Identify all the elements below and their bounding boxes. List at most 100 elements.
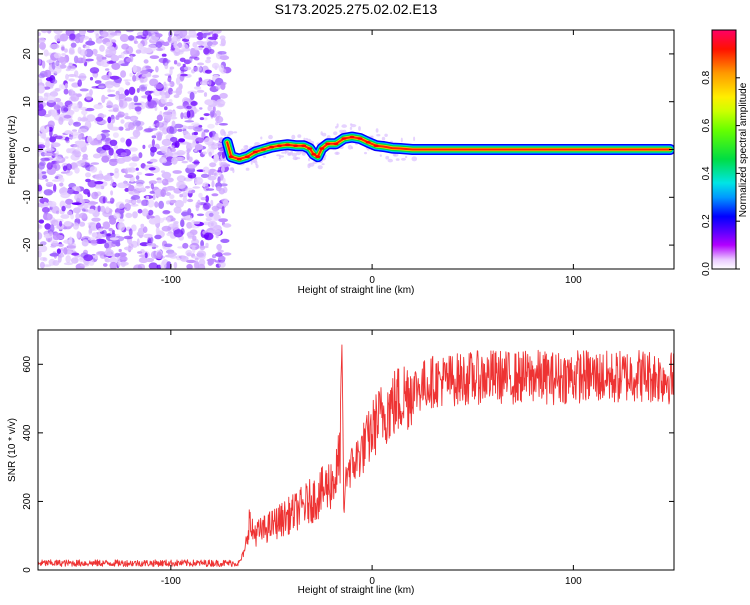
noise-speck (176, 62, 181, 67)
noise-speck (111, 39, 117, 43)
ridge-speck (317, 165, 323, 170)
noise-speck (173, 206, 182, 214)
noise-speck (67, 104, 72, 111)
noise-speck (51, 152, 59, 157)
noise-speck (124, 116, 132, 120)
noise-speck (82, 153, 88, 159)
noise-speck (41, 132, 47, 139)
noise-speck (144, 83, 148, 87)
noise-speck (162, 210, 171, 215)
noise-speck (151, 127, 158, 131)
noise-speck (63, 262, 74, 266)
noise-speck (109, 126, 120, 131)
noise-speck (165, 192, 171, 196)
noise-speck (192, 41, 198, 48)
noise-speck (39, 197, 49, 204)
noise-speck (144, 252, 148, 259)
noise-speck (77, 57, 82, 61)
ridge-speck (250, 160, 253, 165)
noise-speck (181, 160, 188, 164)
noise-speck (140, 199, 147, 207)
bottom-x-tick-label: -100 (161, 576, 181, 587)
noise-speck (113, 170, 120, 179)
ridge-speck (226, 134, 231, 137)
noise-speck (102, 196, 106, 204)
noise-speck (49, 252, 60, 257)
noise-speck (115, 242, 121, 247)
noise-speck (205, 188, 215, 191)
noise-speck (195, 40, 205, 45)
noise-speck (49, 231, 53, 236)
ridge-peak (373, 144, 379, 147)
ridge-speck (287, 152, 293, 156)
noise-speck (45, 178, 49, 182)
noise-speck (44, 140, 50, 149)
noise-speck (172, 170, 182, 174)
ridge-speck (278, 155, 285, 158)
noise-speck (52, 232, 61, 241)
noise-speck (210, 199, 214, 207)
noise-speck (40, 241, 47, 246)
noise-speck (80, 199, 90, 203)
bottom-y-tick-label: 600 (22, 356, 33, 373)
noise-speck (77, 79, 82, 87)
noise-speck (194, 149, 198, 152)
noise-speck (50, 245, 56, 248)
ridge-speck (401, 157, 406, 161)
ridge-speck (333, 131, 338, 136)
ridge-speck (255, 164, 259, 169)
noise-speck (38, 108, 47, 117)
noise-speck (151, 135, 157, 139)
noise-speck (108, 147, 114, 156)
noise-speck (38, 152, 41, 157)
noise-speck (187, 232, 193, 238)
colorbar-tick-label: 0.6 (701, 118, 712, 132)
noise-speck (100, 31, 109, 38)
noise-speck (186, 125, 196, 130)
noise-speck (49, 136, 57, 143)
noise-speck (182, 130, 189, 135)
noise-speck (169, 199, 177, 204)
noise-speck (42, 257, 48, 262)
noise-speck (118, 255, 128, 263)
noise-speck (114, 252, 121, 258)
noise-speck (198, 125, 203, 128)
noise-speck (170, 145, 175, 149)
noise-speck (38, 224, 43, 230)
noise-speck (194, 257, 199, 261)
ridge-peak (301, 144, 307, 147)
noise-speck (80, 263, 90, 267)
noise-speck (113, 212, 121, 219)
noise-speck (136, 171, 143, 176)
ridge-speck (300, 150, 303, 154)
noise-speck (203, 202, 211, 210)
noise-speck (161, 171, 172, 179)
noise-speck (193, 66, 203, 72)
bottom-y-tick-label: 400 (22, 424, 33, 441)
ridge-speck (268, 134, 273, 140)
noise-speck (42, 213, 53, 221)
noise-speck (63, 114, 72, 119)
noise-speck (131, 195, 141, 200)
noise-speck (92, 48, 98, 55)
noise-speck (162, 41, 170, 47)
noise-speck (186, 105, 192, 110)
colorbar-gradient (711, 29, 737, 270)
noise-speck (156, 179, 163, 184)
noise-speck (135, 167, 139, 171)
ridge-speck (384, 133, 388, 137)
noise-speck (148, 180, 158, 185)
top-x-tick-label: -100 (161, 275, 181, 286)
noise-speck (79, 221, 86, 227)
noise-speck (176, 175, 186, 183)
noise-speck (119, 34, 129, 42)
noise-speck (46, 126, 50, 133)
noise-speck (131, 200, 137, 204)
noise-speck (164, 102, 174, 107)
noise-speck (134, 106, 142, 112)
noise-speck (142, 226, 148, 233)
noise-speck (54, 135, 63, 140)
noise-speck (194, 46, 200, 51)
noise-speck (186, 221, 193, 229)
